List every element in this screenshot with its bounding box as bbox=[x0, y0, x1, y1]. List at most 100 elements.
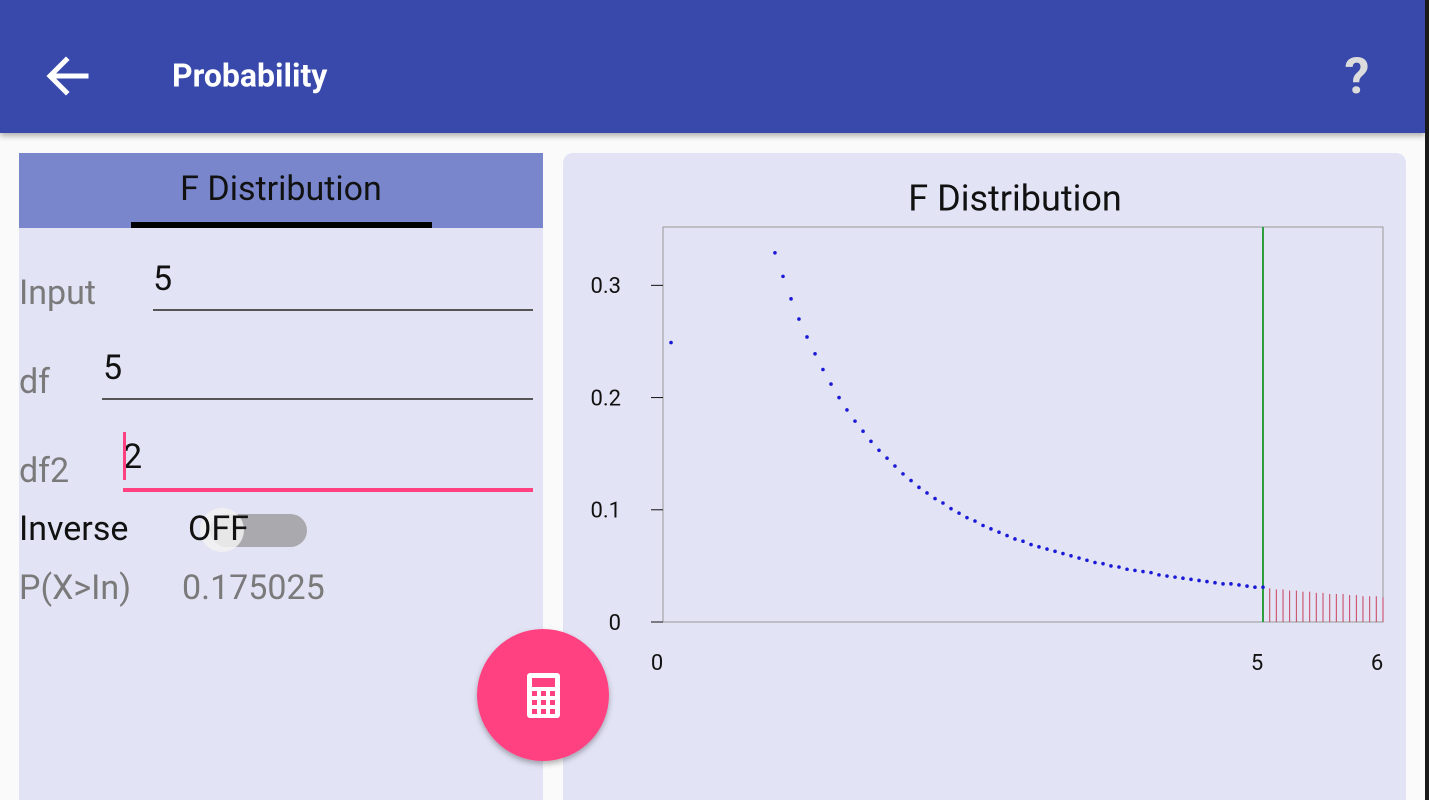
field-input[interactable]: 5 bbox=[153, 259, 172, 299]
data-point bbox=[829, 382, 833, 386]
field-underline bbox=[102, 398, 533, 400]
data-point bbox=[1205, 579, 1209, 584]
back-button[interactable] bbox=[46, 56, 89, 96]
data-point bbox=[821, 367, 825, 372]
data-point bbox=[669, 340, 673, 345]
data-point bbox=[1109, 564, 1113, 568]
data-point bbox=[1245, 584, 1249, 588]
screen-edge bbox=[1425, 0, 1429, 800]
data-point bbox=[1253, 585, 1257, 590]
data-point bbox=[1221, 582, 1225, 586]
text-cursor bbox=[123, 432, 126, 480]
x-tick-label: 5 bbox=[1251, 651, 1263, 676]
result-label: P(X>In) bbox=[19, 568, 131, 608]
data-point bbox=[877, 448, 881, 453]
field-label: df2 bbox=[19, 451, 69, 491]
data-point bbox=[781, 274, 785, 279]
data-point bbox=[949, 506, 953, 511]
inverse-switch[interactable]: OFF bbox=[188, 508, 307, 552]
result-value: 0.175025 bbox=[182, 568, 325, 608]
data-point bbox=[1237, 583, 1241, 587]
data-point bbox=[997, 530, 1001, 535]
y-tick-label: 0 bbox=[609, 611, 621, 636]
input-card bbox=[19, 153, 543, 800]
data-point bbox=[1133, 568, 1137, 573]
data-point bbox=[957, 511, 961, 515]
data-point bbox=[1029, 542, 1033, 547]
chart-title: F Distribution bbox=[908, 178, 1122, 220]
data-point bbox=[1141, 569, 1145, 574]
data-point bbox=[861, 429, 865, 434]
data-point bbox=[1045, 547, 1049, 551]
data-point bbox=[837, 395, 841, 400]
field-input[interactable]: 2 bbox=[123, 437, 142, 477]
data-point bbox=[1013, 537, 1017, 541]
switch-thumb bbox=[200, 508, 244, 552]
data-point bbox=[1189, 577, 1193, 582]
data-point bbox=[1093, 560, 1097, 565]
data-point bbox=[869, 439, 873, 444]
data-point bbox=[813, 352, 817, 356]
data-point bbox=[973, 519, 977, 523]
data-point bbox=[845, 408, 849, 412]
data-point bbox=[789, 297, 793, 301]
data-point bbox=[1101, 561, 1105, 566]
plot-frame bbox=[662, 226, 1384, 623]
back-arrow bbox=[46, 56, 89, 96]
calculator-icon bbox=[527, 673, 560, 718]
switch-label: Inverse bbox=[19, 509, 128, 549]
y-tick-label: 0.1 bbox=[590, 499, 621, 524]
tab-bar bbox=[19, 153, 543, 228]
data-point bbox=[1125, 567, 1129, 572]
chart-card bbox=[563, 153, 1406, 800]
data-point bbox=[893, 464, 897, 468]
data-point bbox=[1117, 565, 1121, 569]
data-point bbox=[1173, 575, 1177, 579]
data-point bbox=[965, 515, 969, 520]
help-button[interactable]: ? bbox=[1345, 48, 1370, 106]
data-point bbox=[797, 317, 801, 321]
tab-label[interactable]: F Distribution bbox=[180, 169, 382, 209]
data-point bbox=[917, 485, 921, 490]
field-underline-focused bbox=[123, 488, 533, 492]
tab-indicator bbox=[131, 222, 432, 228]
data-point bbox=[1157, 573, 1161, 577]
data-point bbox=[1053, 549, 1057, 554]
plot: 0 0.1 0.2 0.3 0 5 6 bbox=[590, 227, 1384, 676]
data-point bbox=[1085, 558, 1089, 563]
data-point bbox=[1077, 556, 1081, 560]
data-point bbox=[1197, 578, 1201, 583]
data-point bbox=[933, 496, 937, 501]
x-tick-label: 0 bbox=[651, 651, 663, 676]
data-point bbox=[941, 501, 945, 505]
data-point bbox=[1069, 553, 1073, 558]
data-point bbox=[1229, 582, 1233, 586]
calculate-button[interactable] bbox=[477, 629, 609, 761]
data-point bbox=[773, 251, 777, 255]
data-point bbox=[1213, 580, 1217, 585]
data-point bbox=[1181, 576, 1185, 581]
data-point bbox=[1005, 533, 1009, 538]
data-point bbox=[909, 478, 913, 483]
data-point bbox=[805, 335, 809, 339]
data-point bbox=[981, 523, 985, 528]
data-point bbox=[1037, 545, 1041, 549]
x-tick-label: 6 bbox=[1371, 651, 1383, 676]
field-input[interactable]: 5 bbox=[103, 348, 122, 388]
field-underline bbox=[153, 309, 533, 311]
switch-state: OFF bbox=[188, 509, 249, 549]
data-point bbox=[853, 419, 857, 423]
data-point bbox=[1261, 585, 1265, 590]
field-label: Input bbox=[19, 273, 96, 313]
data-point bbox=[901, 472, 905, 476]
data-point bbox=[1061, 551, 1065, 556]
data-point bbox=[925, 491, 929, 495]
app-bar bbox=[0, 0, 1425, 133]
field-label: df bbox=[19, 362, 50, 402]
y-tick-label: 0.3 bbox=[590, 274, 621, 299]
data-point bbox=[1021, 539, 1025, 544]
data-point bbox=[1165, 574, 1169, 578]
data-point bbox=[1149, 570, 1153, 575]
data-point bbox=[989, 527, 993, 531]
